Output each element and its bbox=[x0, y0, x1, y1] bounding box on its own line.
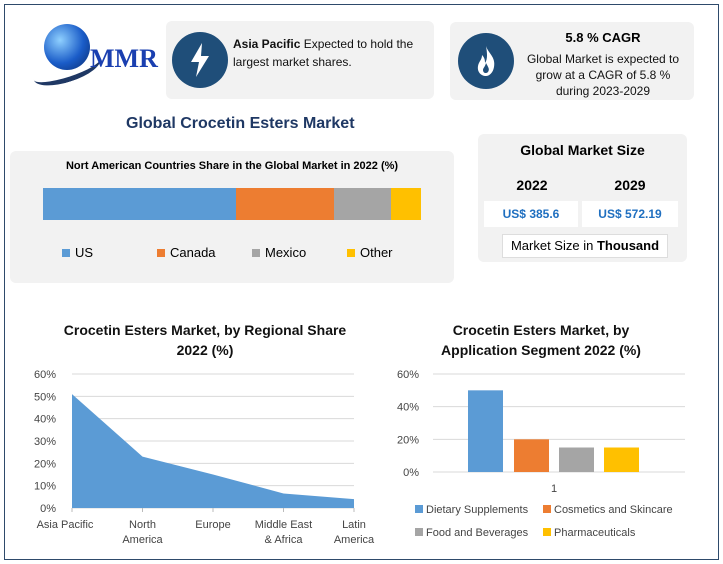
legend-label: US bbox=[75, 245, 94, 260]
logo: MMR bbox=[29, 22, 160, 102]
legend-label: Mexico bbox=[265, 245, 307, 260]
y-tick-label: 40% bbox=[34, 414, 56, 426]
y-tick-label: 50% bbox=[34, 391, 56, 403]
legend-label: Dietary Supplements bbox=[426, 504, 529, 516]
logo-text: MMR bbox=[90, 44, 158, 73]
legend-swatch bbox=[252, 248, 260, 257]
stacked-bar bbox=[43, 188, 421, 220]
y-tick-label: 60% bbox=[397, 369, 419, 381]
bar-2 bbox=[559, 447, 594, 472]
x-tick-label: Latin America bbox=[334, 519, 375, 546]
stacked-chart-panel: Nort American Countries Share in the Glo… bbox=[10, 151, 454, 283]
bar-1 bbox=[514, 439, 549, 472]
legend-swatch bbox=[415, 528, 423, 536]
legend-item: Canada bbox=[157, 245, 252, 260]
area-chart-title: Crocetin Esters Market, by Regional Shar… bbox=[63, 322, 347, 358]
legend-swatch bbox=[62, 248, 70, 257]
area-chart: 0% 10% 20% 30% 40% 50% 60% Asia Pacific North Ame… bbox=[34, 369, 375, 546]
x-tick-label: Asia Pacific bbox=[37, 519, 94, 531]
stack-segment-mexico bbox=[334, 188, 391, 220]
y-tick-label: 0% bbox=[403, 467, 419, 479]
year-2022: 2022 bbox=[516, 177, 548, 193]
market-size-note: Market Size in Thousand bbox=[502, 234, 668, 258]
flame-icon bbox=[458, 33, 514, 89]
stack-segment-canada bbox=[235, 188, 335, 220]
x-tick-label: Europe bbox=[195, 519, 230, 531]
page-title: Global Crocetin Esters Market bbox=[126, 115, 355, 132]
asia-pacific-card: Asia Pacific Expected to hold the larges… bbox=[166, 21, 434, 99]
stack-segment-us bbox=[43, 188, 236, 220]
market-size-panel: Global Market Size 2022 2029 US$ 385.6 U… bbox=[478, 134, 687, 262]
y-tick-label: 20% bbox=[397, 434, 419, 446]
y-tick-label: 30% bbox=[34, 436, 56, 448]
bar-0 bbox=[468, 390, 503, 472]
cagr-text: Global Market is expected to grow at a C… bbox=[526, 52, 680, 98]
cagr-card: 5.8 % CAGR Global Market is expected to … bbox=[450, 22, 694, 100]
bar-3 bbox=[604, 447, 639, 472]
stack-segment-other bbox=[390, 188, 421, 220]
legend-label: Canada bbox=[170, 245, 216, 260]
y-tick-label: 40% bbox=[397, 402, 419, 414]
legend-label: Pharmaceuticals bbox=[554, 527, 636, 539]
x-tick-label: North America bbox=[122, 519, 163, 546]
legend-item: US bbox=[62, 245, 157, 260]
y-tick-label: 20% bbox=[34, 458, 56, 470]
stacked-chart-title: Nort American Countries Share in the Glo… bbox=[65, 160, 399, 172]
legend-swatch bbox=[543, 505, 551, 513]
legend-swatch bbox=[347, 248, 355, 257]
frame bbox=[4, 4, 719, 560]
value-2029: US$ 572.19 bbox=[582, 201, 678, 227]
asia-pacific-text: Asia Pacific Expected to hold the larges… bbox=[233, 37, 414, 69]
legend-swatch bbox=[415, 505, 423, 513]
x-tick-label: 1 bbox=[551, 483, 557, 495]
legend-label: Other bbox=[360, 245, 393, 260]
legend-label: Food and Beverages bbox=[426, 527, 529, 539]
legend-label: Cosmetics and Skincare bbox=[554, 504, 673, 516]
bar-chart: 0% 20% 40% 60% Dietary Supplements Cosmetics … bbox=[397, 369, 685, 539]
globe-icon bbox=[44, 24, 90, 70]
year-2029: 2029 bbox=[614, 177, 646, 193]
value-2022: US$ 385.6 bbox=[484, 201, 578, 227]
stacked-legend: US Canada Mexico Other bbox=[62, 245, 442, 260]
bar-chart-title: Crocetin Esters Market, by Application S… bbox=[441, 322, 641, 358]
area-series bbox=[72, 394, 354, 508]
legend-swatch bbox=[543, 528, 551, 536]
lightning-icon bbox=[172, 32, 228, 88]
y-tick-label: 0% bbox=[40, 503, 56, 515]
legend-swatch bbox=[157, 248, 165, 257]
y-tick-label: 60% bbox=[34, 369, 56, 381]
x-tick-label: Middle East & Africa bbox=[255, 519, 312, 546]
y-tick-label: 10% bbox=[34, 481, 56, 493]
cagr-title: 5.8 % CAGR bbox=[565, 30, 641, 45]
legend-item: Other bbox=[347, 245, 442, 260]
market-size-title: Global Market Size bbox=[520, 142, 645, 158]
legend-item: Mexico bbox=[252, 245, 347, 260]
